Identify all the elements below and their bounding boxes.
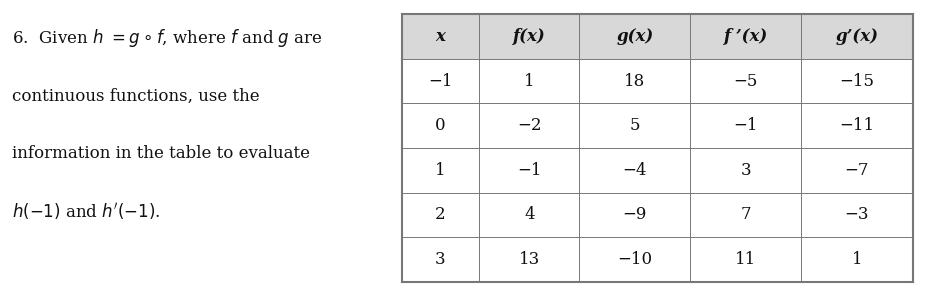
Text: 5: 5 bbox=[629, 117, 640, 134]
Text: information in the table to evaluate: information in the table to evaluate bbox=[12, 145, 310, 163]
Text: 3: 3 bbox=[740, 162, 751, 179]
Text: −9: −9 bbox=[623, 206, 647, 223]
Text: f ’(x): f ’(x) bbox=[723, 28, 768, 45]
Text: g’(x): g’(x) bbox=[836, 28, 879, 45]
Text: 7: 7 bbox=[740, 206, 751, 223]
Text: −5: −5 bbox=[734, 73, 758, 90]
Text: 4: 4 bbox=[524, 206, 535, 223]
Text: −7: −7 bbox=[845, 162, 869, 179]
Bar bbox=[401, 15, 913, 59]
Text: 1: 1 bbox=[435, 162, 446, 179]
Text: −1: −1 bbox=[734, 117, 758, 134]
Text: −4: −4 bbox=[623, 162, 647, 179]
Text: 18: 18 bbox=[625, 73, 645, 90]
Text: g(x): g(x) bbox=[616, 28, 654, 45]
Text: 11: 11 bbox=[736, 251, 756, 268]
Text: −3: −3 bbox=[845, 206, 869, 223]
Text: 1: 1 bbox=[524, 73, 535, 90]
Text: f(x): f(x) bbox=[513, 28, 545, 45]
Text: 2: 2 bbox=[435, 206, 446, 223]
Text: −1: −1 bbox=[429, 73, 453, 90]
Text: −2: −2 bbox=[517, 117, 542, 134]
Text: −15: −15 bbox=[839, 73, 874, 90]
Text: 3: 3 bbox=[435, 251, 446, 268]
Text: 0: 0 bbox=[435, 117, 446, 134]
Text: $h(-1)$ and $h'(-1)$.: $h(-1)$ and $h'(-1)$. bbox=[12, 201, 161, 222]
Text: 13: 13 bbox=[519, 251, 540, 268]
Text: −11: −11 bbox=[839, 117, 874, 134]
Text: −10: −10 bbox=[617, 251, 653, 268]
Text: −1: −1 bbox=[517, 162, 542, 179]
Text: continuous functions, use the: continuous functions, use the bbox=[12, 88, 260, 105]
Text: 1: 1 bbox=[852, 251, 862, 268]
Text: x: x bbox=[435, 28, 446, 45]
Text: 6.  Given $h\ =g\circ f$, where $f$ and $g$ are: 6. Given $h\ =g\circ f$, where $f$ and $… bbox=[12, 28, 323, 49]
